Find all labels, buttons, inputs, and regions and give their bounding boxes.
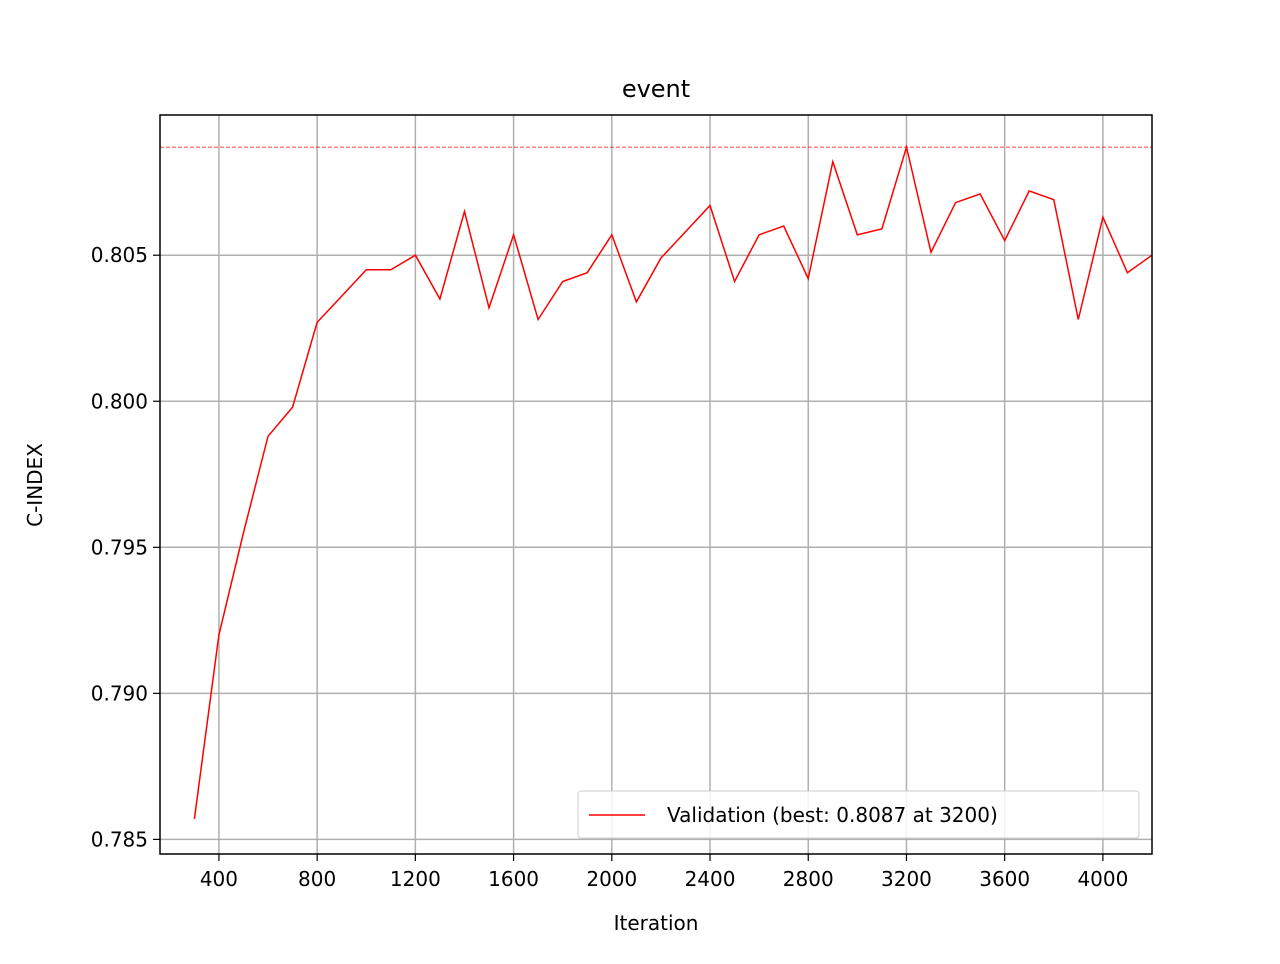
x-tick-label: 800	[298, 867, 336, 891]
x-tick-label: 2000	[586, 867, 637, 891]
legend: Validation (best: 0.8087 at 3200)	[577, 790, 1140, 839]
y-tick-label: 0.785	[91, 827, 148, 851]
series-line-validation	[193, 144, 1153, 819]
plot-frame	[159, 114, 1153, 855]
grid	[160, 115, 1152, 854]
chart-title: event	[622, 75, 690, 103]
x-tick-label: 3200	[881, 867, 932, 891]
y-axis-label: C-INDEX	[23, 443, 47, 527]
legend-box	[577, 790, 1140, 839]
y-tick-label: 0.805	[91, 243, 148, 267]
x-tick-label: 2400	[685, 867, 736, 891]
y-tick-label: 0.790	[91, 681, 148, 705]
series-layer	[193, 144, 1153, 819]
x-tick-label: 2800	[783, 867, 834, 891]
x-tick-label: 1200	[390, 867, 441, 891]
x-axis: 400 800 1200 1600 2000 2400 2800 3200 3600 4000	[200, 854, 1128, 891]
y-axis: 0.785 0.790 0.795 0.800 0.805	[91, 243, 160, 851]
legend-label: Validation (best: 0.8087 at 3200)	[667, 803, 998, 827]
y-tick-label: 0.795	[91, 535, 148, 559]
x-tick-label: 4000	[1077, 867, 1128, 891]
x-tick-label: 3600	[979, 867, 1030, 891]
x-tick-label: 400	[200, 867, 238, 891]
x-tick-label: 1600	[488, 867, 539, 891]
y-tick-label: 0.800	[91, 389, 148, 413]
x-axis-label: Iteration	[614, 911, 699, 935]
